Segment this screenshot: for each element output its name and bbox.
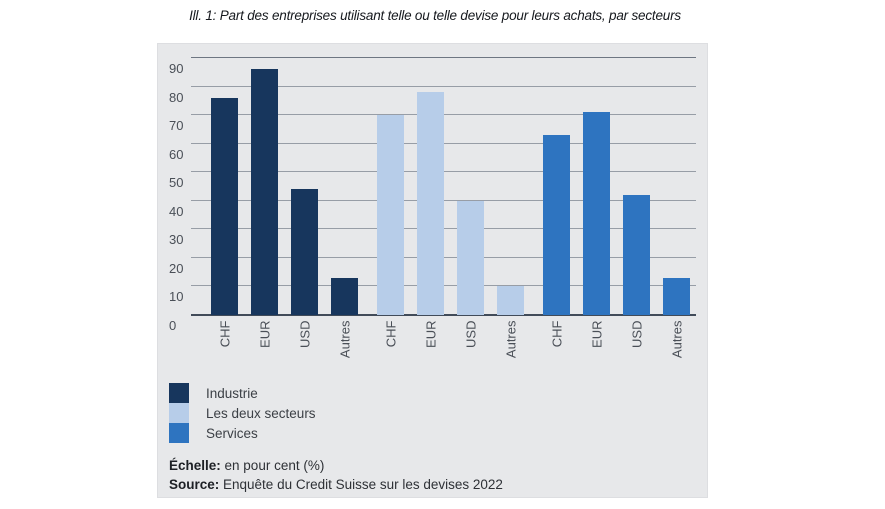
legend-item-services: Services: [169, 423, 316, 443]
source-value: Enquête du Credit Suisse sur les devises…: [219, 477, 503, 492]
y-tick-label-90: 90: [169, 61, 184, 76]
figure-title: Ill. 1: Part des entreprises utilisant t…: [189, 8, 681, 23]
bar-les-deux-secteurs-eur: [417, 92, 444, 315]
x-tick-label-usd-0: USD: [297, 320, 312, 348]
y-tick-label-30: 30: [169, 232, 184, 248]
chart-panel: 0 10 20 30 40 50 60 70 80 90 CHF EUR USD Autres CHF EU…: [157, 43, 708, 498]
y-tick-label-0: 0: [169, 318, 177, 333]
legend-swatch: [169, 423, 189, 443]
bar-industrie-eur: [251, 69, 278, 315]
y-tick-label-70: 70: [169, 118, 184, 134]
scale-label: Échelle:: [169, 458, 221, 473]
bar-services-chf: [543, 135, 570, 315]
legend-label: Industrie: [206, 385, 258, 401]
chart-legend: Industrie Les deux secteurs Services: [169, 383, 316, 443]
y-tick-label-50: 50: [169, 175, 184, 191]
bar-les-deux-secteurs-autres: [497, 286, 524, 315]
gridline-90: [191, 57, 696, 58]
x-tick-label-usd-1: USD: [463, 320, 478, 348]
plot-area: [191, 57, 696, 316]
legend-item-les-deux-secteurs: Les deux secteurs: [169, 403, 316, 423]
legend-swatch: [169, 403, 189, 423]
x-tick-label-autres-2: Autres: [669, 320, 684, 359]
y-tick-label-80: 80: [169, 89, 184, 105]
bar-services-usd: [623, 195, 650, 315]
x-axis-line: [191, 314, 696, 316]
source-label: Source:: [169, 477, 220, 492]
x-tick-label-chf-0: CHF: [217, 320, 232, 348]
x-tick-label-autres-0: Autres: [337, 320, 352, 359]
x-tick-label-eur-0: EUR: [257, 320, 272, 348]
legend-label: Services: [206, 425, 258, 441]
scale-note: Échelle: en pour cent (%): [169, 456, 503, 475]
legend-swatch: [169, 383, 189, 403]
x-tick-label-chf-1: CHF: [383, 320, 398, 348]
y-tick-label-20: 20: [169, 260, 184, 276]
bar-industrie-autres: [331, 277, 358, 315]
x-tick-label-autres-1: Autres: [503, 320, 518, 359]
x-tick-label-eur-1: EUR: [423, 320, 438, 348]
y-tick-label-40: 40: [169, 203, 184, 219]
y-tick-label-60: 60: [169, 146, 184, 162]
legend-item-industrie: Industrie: [169, 383, 316, 403]
bar-industrie-usd: [291, 189, 318, 315]
scale-value: en pour cent (%): [220, 458, 325, 473]
x-tick-label-eur-2: EUR: [589, 320, 604, 348]
chart-footer: Échelle: en pour cent (%) Source: Enquêt…: [169, 456, 503, 494]
x-tick-label-usd-2: USD: [629, 320, 644, 348]
y-tick-label-10: 10: [169, 289, 184, 305]
legend-label: Les deux secteurs: [206, 405, 316, 421]
bar-les-deux-secteurs-chf: [377, 115, 404, 315]
x-tick-label-chf-2: CHF: [549, 320, 564, 348]
gridline-80: [191, 85, 696, 87]
source-note: Source: Enquête du Credit Suisse sur les…: [169, 475, 503, 494]
bar-industrie-chf: [211, 97, 238, 315]
bar-les-deux-secteurs-usd: [457, 200, 484, 315]
bar-services-eur: [583, 112, 610, 315]
bar-services-autres: [663, 277, 690, 315]
